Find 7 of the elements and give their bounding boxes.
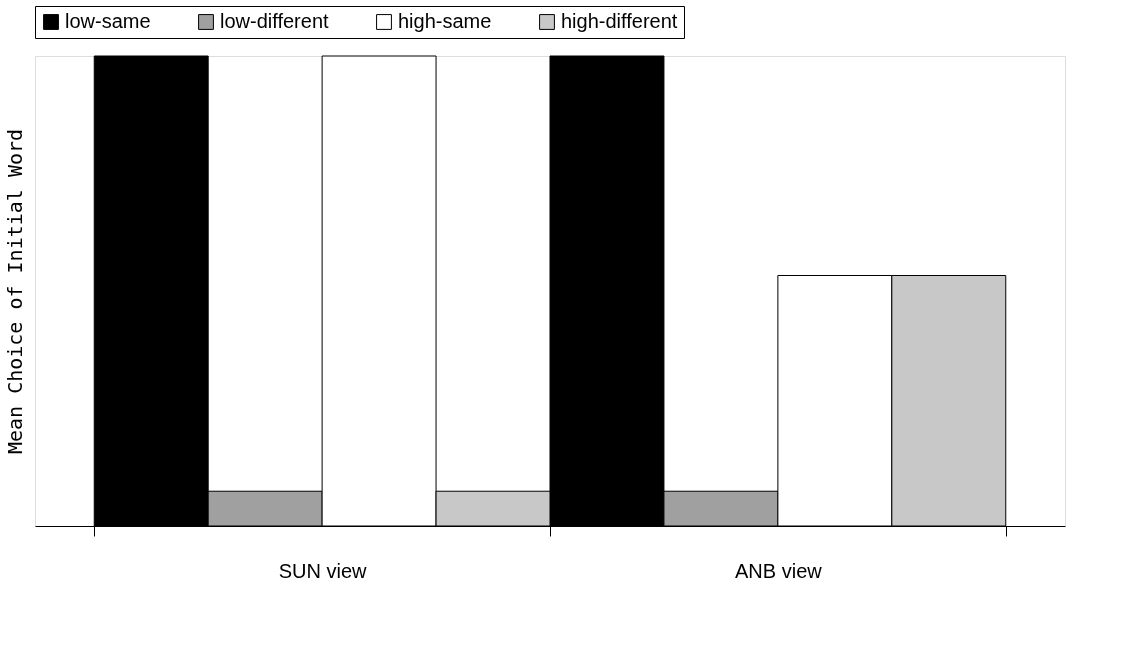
legend-label: low-same xyxy=(65,10,151,32)
legend-label: low-different xyxy=(220,10,330,32)
y-axis-title: Mean Choice of Initial Word xyxy=(2,128,27,455)
legend-label: high-same xyxy=(398,10,492,32)
x-tick-label: ANB view xyxy=(735,559,823,582)
legend-label: high-different xyxy=(561,10,678,32)
x-tick-label: SUN view xyxy=(278,559,368,582)
